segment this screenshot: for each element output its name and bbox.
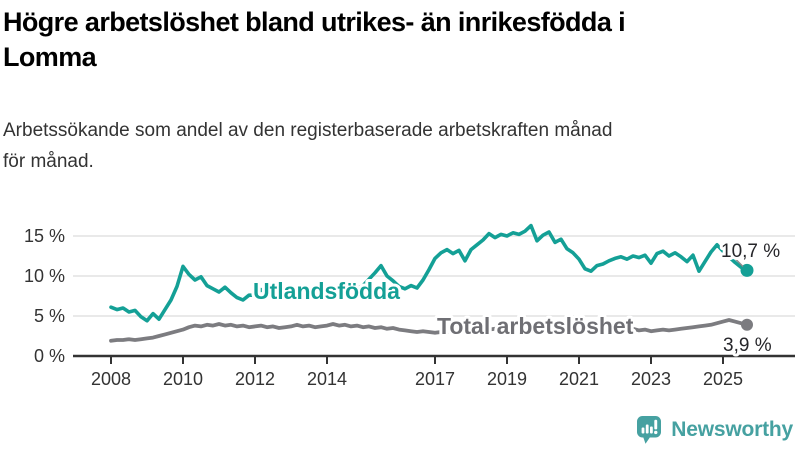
- x-axis-label: 2014: [307, 369, 347, 389]
- series-label-total-arbetsloshet: Total arbetslöshet: [437, 313, 634, 339]
- line-total-arbetsloshet: [109, 318, 749, 343]
- newsworthy-logo: Newsworthy: [636, 414, 793, 446]
- chart-title-line-1: Högre arbetslöshet bland utrikes- än inr…: [3, 7, 626, 37]
- end-dot-utlandsfodda: [740, 263, 754, 277]
- chart-subtitle-line-1: Arbetssökande som andel av den registerb…: [3, 120, 613, 141]
- x-axis-label: 2023: [631, 369, 671, 389]
- line-utlandsfodda: [109, 223, 749, 323]
- x-axis-label: 2021: [559, 369, 599, 389]
- chart-subtitle-line-2: för månad.: [3, 150, 94, 172]
- chart-subtitle: Arbetssökande som andel av den registerb…: [3, 116, 797, 178]
- chart-title-line-2: Lomma: [3, 41, 97, 72]
- x-axis-label: 2017: [415, 369, 455, 389]
- x-axis-label: 2008: [91, 369, 131, 389]
- chart-title: Högre arbetslöshet bland utrikes- än inr…: [3, 5, 797, 74]
- end-label-connector: [735, 258, 744, 267]
- y-axis-label: 0 %: [34, 346, 65, 366]
- y-axis-label: 15 %: [24, 226, 65, 246]
- y-axis-label: 10 %: [24, 266, 65, 286]
- x-axis-label: 2019: [487, 369, 527, 389]
- x-axis-label: 2025: [703, 369, 743, 389]
- newsworthy-logo-text: Newsworthy: [671, 418, 793, 441]
- x-axis-label: 2010: [163, 369, 203, 389]
- end-value-label-utlandsfodda: 10,7 %: [721, 241, 780, 262]
- newsworthy-logo-icon: [637, 415, 662, 444]
- series-label-utlandsfodda: Utlandsfödda: [253, 278, 400, 304]
- x-axis-label: 2012: [235, 369, 275, 389]
- end-value-label-total-arbetsloshet: 3,9 %: [723, 335, 772, 356]
- end-dot-total-arbetsloshet: [741, 318, 753, 331]
- y-axis-label: 5 %: [34, 306, 65, 326]
